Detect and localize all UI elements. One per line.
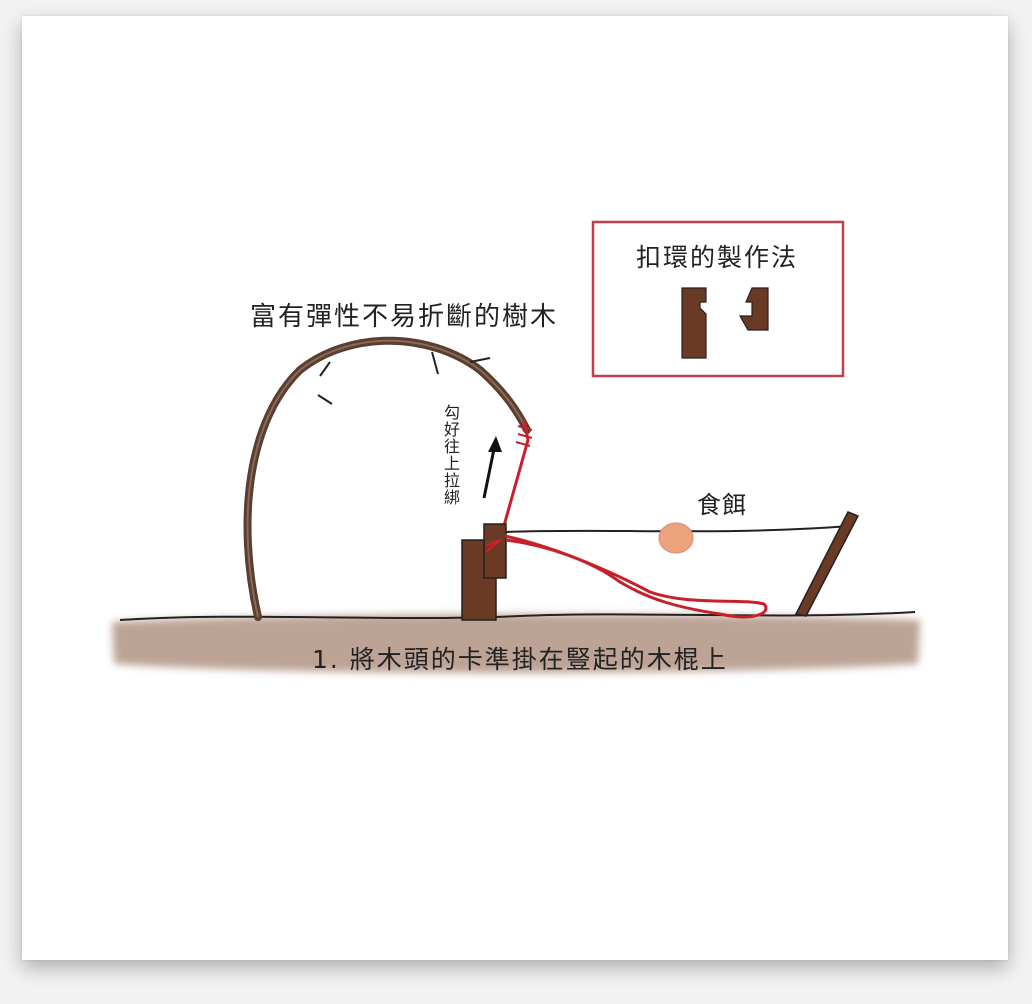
bent-branch-inner: [246, 339, 528, 618]
twig: [469, 357, 491, 363]
toggle-notch: [485, 538, 501, 553]
twig: [317, 394, 333, 405]
toggle-piece: [483, 523, 507, 579]
twig: [431, 351, 439, 375]
inset-title: 扣環的製作法: [636, 243, 799, 272]
ground-line: [119, 611, 916, 621]
step-caption: 1. 將木頭的卡準掛在豎起的木棍上: [312, 645, 728, 674]
up-arrow-head: [488, 436, 502, 452]
inset-frame: [591, 220, 845, 378]
tree-label: 富有彈性不易折斷的樹木: [250, 302, 559, 332]
bait: [658, 522, 694, 554]
inset-piece-right: [738, 287, 769, 331]
tie-wraps: [515, 425, 533, 447]
twig: [319, 361, 331, 377]
ground-band: [112, 614, 920, 673]
inset-piece-left: [681, 287, 707, 359]
noose-loop: [504, 534, 768, 619]
anchor-stake: [794, 511, 860, 617]
hook-label: 勾好往上拉綁: [441, 404, 460, 506]
up-arrow: [482, 443, 497, 499]
bait-label: 食餌: [697, 491, 747, 519]
